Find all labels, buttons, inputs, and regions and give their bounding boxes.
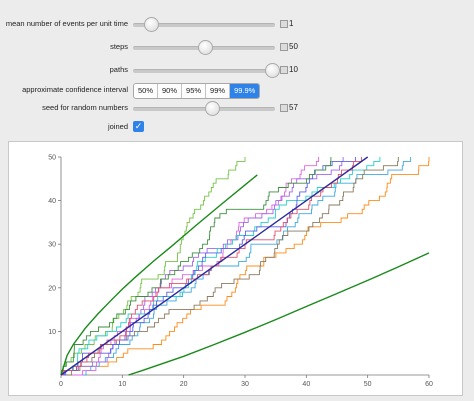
sample-path — [61, 157, 430, 376]
confidence-option-50[interactable]: 50% — [134, 84, 159, 98]
paths-value: 10 — [289, 65, 298, 74]
plus-icon[interactable] — [280, 66, 288, 74]
joined-control: joined ✓ — [0, 118, 474, 136]
y-tick-label: 10 — [48, 329, 56, 336]
joined-checkbox[interactable]: ✓ — [133, 121, 144, 132]
steps-label: steps — [110, 42, 128, 51]
x-tick-label: 40 — [302, 381, 310, 388]
confidence-option-90[interactable]: 90% — [158, 84, 183, 98]
sample-path — [61, 157, 362, 376]
paths-slider[interactable] — [133, 69, 275, 73]
upper-confidence-bound — [60, 174, 258, 376]
x-tick-label: 0 — [59, 381, 63, 388]
confidence-option-99[interactable]: 99% — [206, 84, 231, 98]
x-tick-label: 50 — [364, 381, 372, 388]
x-tick-label: 30 — [241, 381, 249, 388]
events-per-time-thumb[interactable] — [144, 17, 160, 32]
plot-panel: 0 10 20 30 40 50 60 10 20 30 40 50 — [8, 141, 463, 396]
confidence-label: approximate confidence interval — [22, 85, 128, 94]
events-per-time-value: 1 — [289, 19, 294, 28]
plus-icon[interactable] — [280, 20, 288, 28]
paths-thumb[interactable] — [264, 63, 280, 78]
seed-thumb[interactable] — [205, 101, 221, 116]
plus-icon[interactable] — [280, 104, 288, 112]
x-tick-label: 20 — [180, 381, 188, 388]
confidence-control: approximate confidence interval 50% 90% … — [0, 81, 474, 99]
y-tick-label: 30 — [48, 242, 56, 249]
paths-control: paths 10 — [0, 61, 474, 79]
poisson-paths-chart: 0 10 20 30 40 50 60 10 20 30 40 50 — [48, 155, 433, 389]
confidence-segmented-control: 50% 90% 95% 99% 99.9% — [133, 83, 261, 99]
steps-control: steps 50 — [0, 38, 474, 56]
joined-label: joined — [107, 122, 128, 131]
sample-path — [61, 157, 412, 376]
steps-thumb[interactable] — [198, 40, 213, 55]
sample-path — [61, 157, 381, 376]
y-tick-label: 20 — [48, 285, 56, 292]
seed-control: seed for random numbers 57 — [0, 99, 474, 117]
y-tick-label: 50 — [48, 155, 56, 162]
seed-value: 57 — [289, 103, 298, 112]
x-tick-label: 10 — [118, 381, 126, 388]
confidence-option-99-9[interactable]: 99.9% — [230, 84, 260, 98]
lower-confidence-bound — [128, 252, 430, 376]
y-tick-label: 40 — [48, 198, 56, 205]
seed-label: seed for random numbers — [42, 103, 128, 112]
seed-slider[interactable] — [133, 107, 275, 111]
x-tick-label: 60 — [425, 381, 433, 388]
paths-label: paths — [109, 65, 128, 74]
sample-path — [61, 157, 356, 376]
sample-path — [61, 157, 332, 376]
events-per-time-label: mean number of events per unit time — [5, 19, 128, 28]
steps-value: 50 — [289, 42, 298, 51]
mean-line — [60, 156, 369, 376]
events-per-time-control: mean number of events per unit time 1 — [0, 15, 474, 33]
plus-icon[interactable] — [280, 43, 288, 51]
confidence-option-95[interactable]: 95% — [182, 84, 207, 98]
events-per-time-slider[interactable] — [133, 23, 275, 27]
checkmark-icon: ✓ — [134, 121, 143, 131]
